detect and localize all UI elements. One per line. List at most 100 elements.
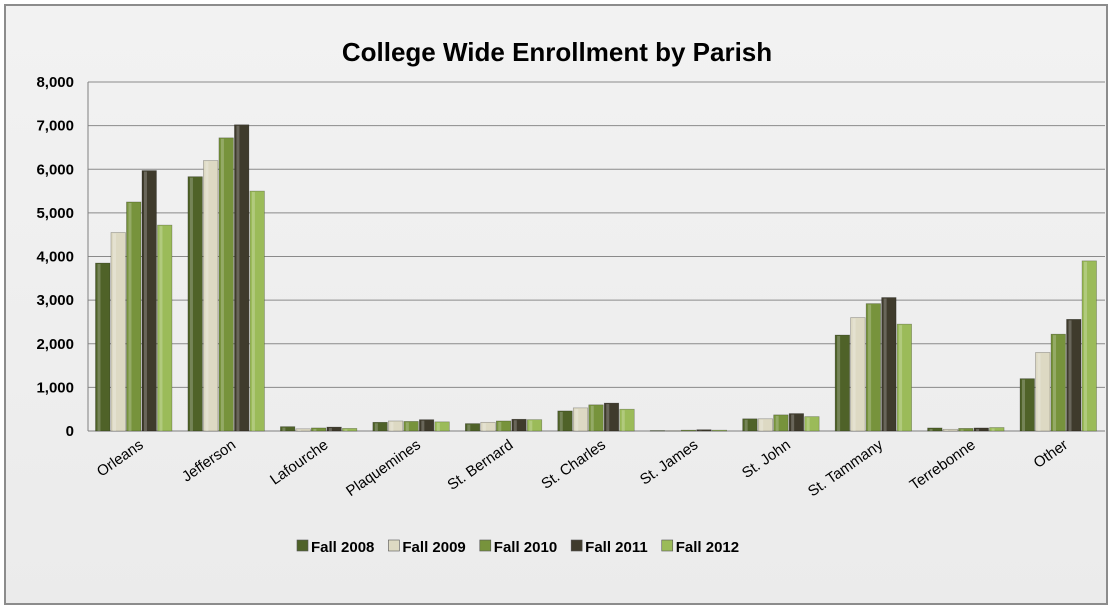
bar-highlight xyxy=(328,428,332,431)
bar xyxy=(989,427,1005,432)
bars xyxy=(95,124,1097,432)
bar-highlight xyxy=(112,233,116,431)
y-tick-label: 1,000 xyxy=(36,379,74,396)
bar xyxy=(403,421,419,432)
bar xyxy=(927,427,943,432)
bar-highlight xyxy=(97,264,101,431)
y-tick-label: 5,000 xyxy=(36,205,74,222)
bar-highlight xyxy=(991,428,995,431)
bar xyxy=(649,430,666,432)
bar xyxy=(311,427,327,432)
bar xyxy=(1035,352,1051,432)
bar xyxy=(434,421,450,432)
bar xyxy=(1019,378,1035,432)
bar-highlight xyxy=(806,417,810,431)
bar xyxy=(958,428,974,432)
bar xyxy=(788,413,804,432)
x-tick-label: St. Tammany xyxy=(805,436,887,500)
bar xyxy=(157,224,173,432)
bar xyxy=(280,426,296,432)
bar xyxy=(588,404,604,432)
bar-highlight xyxy=(1022,379,1026,431)
bar-highlight xyxy=(590,405,594,431)
bar-highlight xyxy=(313,428,317,431)
bar-highlight xyxy=(128,202,132,431)
bar-highlight xyxy=(945,430,949,431)
legend-label: Fall 2011 xyxy=(585,539,648,556)
x-tick-label: St. James xyxy=(637,436,701,488)
x-tick-label: Plaquemines xyxy=(343,436,424,500)
bar-highlight xyxy=(297,429,301,431)
bar xyxy=(419,419,435,432)
bar-highlight xyxy=(868,304,872,431)
bar-highlight xyxy=(143,171,147,431)
bar-highlight xyxy=(1053,335,1057,431)
legend-label: Fall 2008 xyxy=(311,539,374,556)
bar xyxy=(126,201,142,432)
bar-highlight xyxy=(1068,320,1072,431)
bar xyxy=(511,418,527,432)
bar xyxy=(464,423,481,432)
bar-highlight xyxy=(559,411,563,431)
bar xyxy=(619,408,635,432)
bar xyxy=(95,262,111,432)
bar-highlight xyxy=(282,427,286,431)
bar-highlight xyxy=(421,420,425,431)
bar-highlight xyxy=(374,423,378,431)
bar xyxy=(680,429,697,432)
bar-highlight xyxy=(837,336,841,431)
bar xyxy=(896,323,912,432)
legend-swatch xyxy=(570,539,583,552)
x-tick-label: St. Bernard xyxy=(444,436,516,493)
legend-label: Fall 2012 xyxy=(676,539,739,556)
bar xyxy=(388,420,404,432)
bar xyxy=(526,419,543,432)
bar-highlight xyxy=(405,422,409,431)
bar-highlight xyxy=(760,419,764,431)
bar-highlight xyxy=(482,423,486,431)
bar xyxy=(110,232,126,432)
bar xyxy=(834,334,850,432)
bar xyxy=(572,407,589,432)
bar xyxy=(141,170,157,432)
bar xyxy=(665,430,681,432)
y-tick-label: 6,000 xyxy=(36,161,74,178)
bar xyxy=(326,426,342,432)
bar xyxy=(203,160,219,432)
bar xyxy=(557,410,573,432)
bar-highlight xyxy=(1037,353,1041,431)
bar-highlight xyxy=(251,192,255,431)
bar-highlight xyxy=(436,422,440,431)
bar xyxy=(850,317,866,432)
bar-highlight xyxy=(883,298,887,431)
bar-highlight xyxy=(960,429,964,431)
bar xyxy=(804,416,820,432)
x-tick-label: Lafourche xyxy=(267,436,331,488)
legend-swatch xyxy=(296,539,309,552)
bar-highlight xyxy=(899,325,903,431)
bar-highlight xyxy=(467,424,471,431)
legend-swatch xyxy=(479,539,492,552)
bar xyxy=(480,421,496,432)
bar-highlight xyxy=(929,428,933,431)
bar xyxy=(218,137,234,432)
x-tick-label: St. Charles xyxy=(538,436,609,492)
bar-highlight xyxy=(621,410,625,431)
y-tick-label: 3,000 xyxy=(36,292,74,309)
y-tick-label: 7,000 xyxy=(36,118,74,135)
bar-highlight xyxy=(159,226,163,431)
bar xyxy=(696,429,712,432)
bar xyxy=(187,176,203,432)
x-tick-label: Jefferson xyxy=(179,436,239,485)
legend-swatch xyxy=(388,539,400,552)
bar-highlight xyxy=(205,161,209,431)
bar xyxy=(249,190,265,432)
x-tick-label: Other xyxy=(1031,436,1071,471)
bar-highlight xyxy=(529,420,533,431)
y-tick-label: 2,000 xyxy=(36,336,74,353)
bar-highlight xyxy=(852,318,856,431)
bar-highlight xyxy=(791,414,795,431)
bar-highlight xyxy=(189,177,193,431)
bar-highlight xyxy=(344,429,348,431)
